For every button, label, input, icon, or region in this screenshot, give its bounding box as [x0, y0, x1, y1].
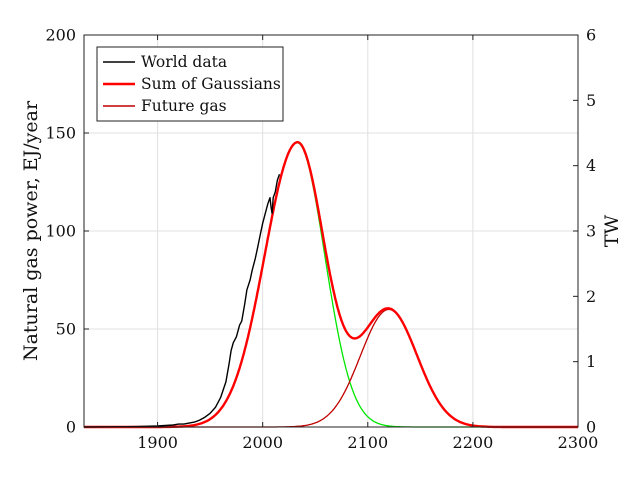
y-tick-label: 100 [45, 222, 76, 241]
x-tick-label: 2100 [347, 433, 388, 452]
y-tick-label-right: 2 [586, 287, 596, 306]
series-line-green [84, 142, 578, 428]
y-tick-label: 0 [66, 418, 76, 437]
y-tick-label-right: 4 [586, 156, 596, 175]
x-tick-label: 1900 [137, 433, 178, 452]
legend-label-world: World data [141, 53, 227, 71]
series-line-sum [83, 140, 579, 429]
y-tick-label-right: 6 [586, 26, 596, 45]
y-axis-label-left: Natural gas power, EJ/year [20, 100, 42, 361]
legend: World data Sum of Gaussians Future gas [96, 46, 284, 122]
y-axis-label-right: TW [601, 214, 623, 247]
y-tick-label-right: 0 [586, 418, 596, 437]
x-tick-label: 2200 [453, 433, 494, 452]
y-tick-label: 150 [45, 124, 76, 143]
y-tick-label-right: 1 [586, 352, 596, 371]
y-tick-label-right: 3 [586, 222, 596, 241]
y-tick-label: 200 [45, 26, 76, 45]
series-layer [83, 140, 579, 429]
series-line-world [83, 173, 281, 428]
x-tick-label: 2000 [242, 433, 283, 452]
x-tick-label: 2300 [558, 433, 599, 452]
legend-label-sum: Sum of Gaussians [141, 75, 281, 93]
y-tick-label-right: 5 [586, 91, 596, 110]
series-line-future [84, 308, 578, 428]
legend-label-future: Future gas [141, 97, 227, 115]
y-tick-label: 50 [56, 320, 76, 339]
